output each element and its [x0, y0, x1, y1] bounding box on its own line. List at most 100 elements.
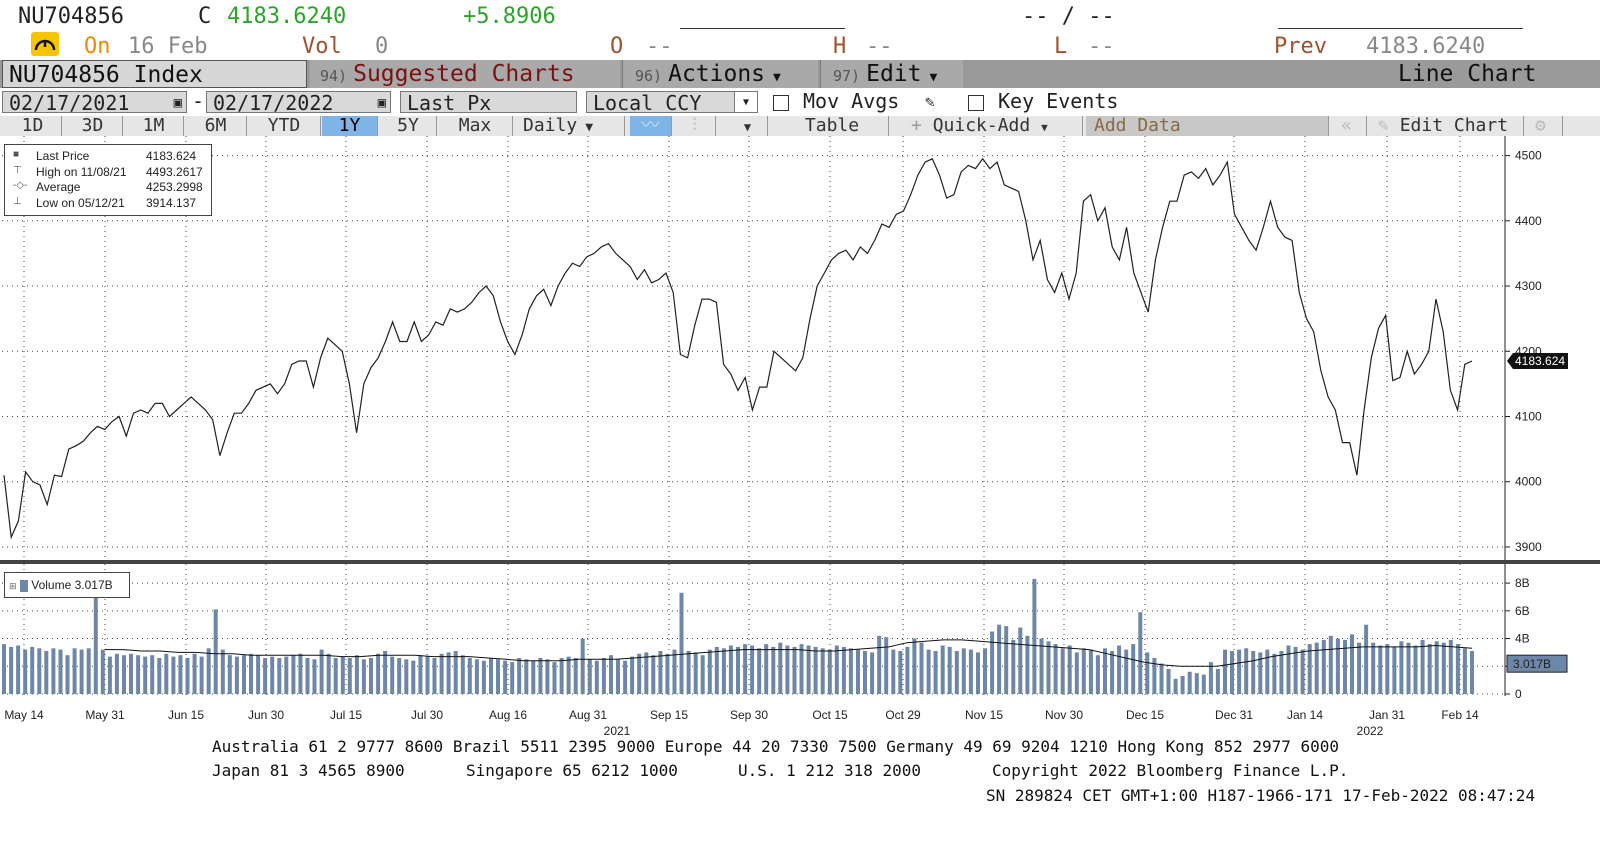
- bar-chart-toggle[interactable]: ⫶: [674, 116, 716, 136]
- currency-selector[interactable]: Local CCY ▼: [586, 91, 758, 114]
- suggested-charts-button[interactable]: 94) Suggested Charts: [310, 60, 620, 88]
- x-tick-label: Sep 30: [730, 708, 768, 722]
- chart-style-caret-icon: ▼: [743, 120, 752, 134]
- x-tick-label: Oct 15: [812, 708, 848, 722]
- footer-session: SN 289824 CET GMT+1:00 H187-1966-171 17-…: [986, 786, 1536, 805]
- range-button-6m[interactable]: 6M: [185, 116, 247, 136]
- calendar-icon[interactable]: ▣: [377, 95, 386, 111]
- volume-bar: [354, 655, 359, 694]
- volume-bar: [693, 652, 698, 694]
- table-button[interactable]: Table: [776, 116, 889, 136]
- bid-ask: -- / --: [1022, 4, 1115, 29]
- volume-bar: [16, 645, 21, 694]
- volume-bar: [1441, 642, 1446, 694]
- volume-bar: [1427, 644, 1432, 694]
- quick-add-button[interactable]: + Quick-Add ▼: [903, 116, 1083, 136]
- collapse-button[interactable]: «: [1333, 116, 1367, 136]
- volume-bar: [1420, 639, 1425, 694]
- range-button-5y[interactable]: 5Y: [380, 116, 437, 136]
- footer-us: U.S. 1 212 318 2000: [738, 761, 922, 780]
- y-tick-label: 4000: [1515, 475, 1542, 489]
- chart-style-dropdown[interactable]: ▼: [728, 116, 768, 136]
- volume-bar: [757, 648, 762, 695]
- title-bar: NU704856 Index 94) Suggested Charts 96) Ac…: [0, 60, 1600, 88]
- calendar-icon[interactable]: ▣: [173, 95, 182, 111]
- mov-avgs-checkbox[interactable]: [773, 95, 789, 111]
- line-chart-toggle[interactable]: 〰: [630, 116, 672, 136]
- volume-bar: [884, 637, 889, 694]
- edit-menu-button[interactable]: 97) Edit ▼: [820, 60, 963, 88]
- legend-row: ⊥ Low on 05/12/21 3914.137: [5, 196, 209, 211]
- range-button-1y[interactable]: 1Y: [322, 116, 378, 136]
- volume-bar: [369, 658, 373, 694]
- volume-bar: [489, 658, 493, 694]
- range-button-1d[interactable]: 1D: [4, 116, 62, 136]
- close-label: C: [198, 4, 212, 29]
- x-tick-label: May 14: [4, 708, 44, 722]
- volume-bar: [566, 656, 571, 694]
- volume-background: [0, 564, 1568, 700]
- volume-last-tag-label: 3.017B: [1513, 657, 1551, 671]
- volume-bar: [1392, 646, 1397, 694]
- volume-chart[interactable]: 02B4B6B8B3.017B: [0, 564, 1568, 704]
- actions-menu-button[interactable]: 96) Actions ▼: [622, 60, 818, 88]
- volume-bar: [30, 646, 35, 694]
- range-button-3d[interactable]: 3D: [63, 116, 123, 136]
- key-events-checkbox[interactable]: [968, 95, 984, 111]
- volume-bar: [827, 649, 832, 694]
- range-button-1m[interactable]: 1M: [124, 116, 184, 136]
- volume-bar: [983, 648, 987, 695]
- frequency-selector[interactable]: Daily ▼: [515, 116, 625, 136]
- range-button-ytd[interactable]: YTD: [248, 116, 321, 136]
- end-date-field[interactable]: 02/17/2022 ▣: [206, 91, 391, 114]
- volume-bar: [1103, 648, 1107, 695]
- volume-bar: [658, 651, 663, 694]
- x-tick-label: Jan 31: [1369, 708, 1405, 722]
- x-tick-label: Feb 14: [1441, 708, 1479, 722]
- volume-bar: [1286, 645, 1291, 694]
- volume-bar: [877, 635, 882, 694]
- volume-bar: [714, 646, 719, 694]
- volume-bar: [1350, 634, 1354, 694]
- expand-icon[interactable]: ⊞: [9, 581, 17, 591]
- footer-copyright: Copyright 2022 Bloomberg Finance L.P.: [992, 761, 1349, 780]
- edit-chart-button[interactable]: ✎ Edit Chart: [1370, 116, 1524, 136]
- volume-bar: [474, 659, 479, 694]
- add-data-input[interactable]: Add Data: [1086, 116, 1329, 136]
- volume-bar: [1088, 649, 1093, 694]
- actions-num: 96): [635, 67, 663, 85]
- range-button-max[interactable]: Max: [438, 116, 513, 136]
- security-field[interactable]: NU704856 Index: [2, 60, 307, 88]
- volume-bar: [44, 651, 49, 694]
- settings-button[interactable]: ⚙: [1527, 116, 1563, 136]
- bid-underline: [680, 28, 845, 29]
- volume-bar: [256, 655, 261, 694]
- currency-dropdown-icon[interactable]: ▼: [734, 92, 757, 112]
- field-selector[interactable]: Last Px: [400, 91, 577, 114]
- volume-bar: [954, 651, 959, 694]
- pencil-icon[interactable]: ✎: [925, 92, 935, 111]
- volume-bar: [785, 645, 790, 694]
- volume-bar: [496, 659, 500, 694]
- legend-row: ⊤ High on 11/08/21 4493.2617: [5, 165, 209, 180]
- start-date-field[interactable]: 02/17/2021 ▣: [2, 91, 187, 114]
- y-tick-label: 4300: [1515, 279, 1542, 293]
- table-label: Table: [804, 115, 860, 136]
- pane-divider[interactable]: [0, 560, 1600, 564]
- x-tick-label: Dec 15: [1126, 708, 1164, 722]
- volume-bar: [1385, 644, 1390, 694]
- volume-bar: [1258, 652, 1263, 694]
- volume-bar: [1110, 651, 1115, 694]
- pencil-icon: ✎: [1378, 115, 1389, 136]
- volume-bar: [552, 662, 557, 694]
- volume-bar: [185, 658, 190, 694]
- volume-bar: [1321, 639, 1326, 694]
- legend-label: Last Price: [36, 149, 90, 163]
- volume-legend: ⊞ Volume 3.017B: [4, 572, 130, 598]
- volume-bar: [1300, 649, 1305, 694]
- volume-bar: [1053, 644, 1058, 694]
- realtime-gauge-icon[interactable]: [31, 32, 59, 56]
- price-legend: ■ Last Price 4183.624 ⊤ High on 11/08/21 4493…: [4, 144, 212, 216]
- key-events-label: Key Events: [998, 89, 1119, 113]
